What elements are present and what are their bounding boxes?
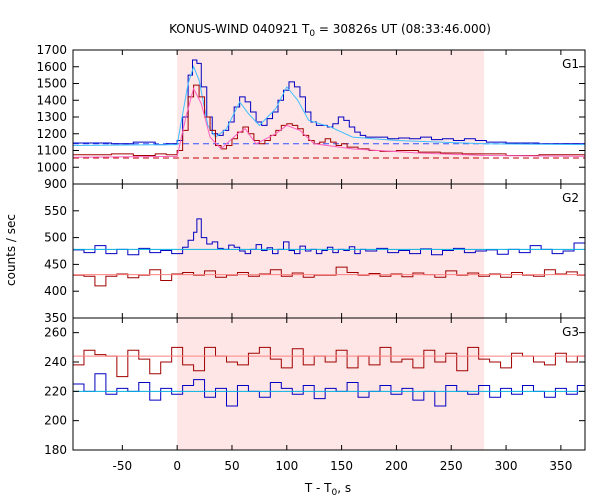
y-tick-label: 1200 — [36, 127, 67, 141]
series-line — [73, 218, 585, 256]
series-line — [73, 65, 585, 146]
y-tick-label: 1100 — [36, 144, 67, 158]
y-tick-label: 1500 — [36, 77, 67, 91]
y-tick-label: 220 — [44, 384, 67, 398]
x-tick-label: 0 — [173, 459, 181, 473]
y-tick-label: 1000 — [36, 160, 67, 174]
series-line — [73, 87, 585, 158]
highlight-interval — [177, 184, 485, 318]
chart-title: KONUS-WIND 040921 T0 = 30826s UT (08:33:… — [169, 22, 491, 39]
x-tick-label: 200 — [385, 459, 408, 473]
y-tick-label: 350 — [44, 311, 67, 325]
y-tick-label: 500 — [44, 231, 67, 245]
panel-label: G1 — [562, 57, 579, 71]
x-tick-label: 250 — [440, 459, 463, 473]
y-tick-label: 180 — [44, 443, 67, 457]
panel-g2: 350 400 450 500 550 G2 — [44, 183, 586, 325]
x-tick-label: 350 — [549, 459, 572, 473]
panel-label: G2 — [562, 191, 579, 205]
y-tick-label: 240 — [44, 355, 67, 369]
y-axis-label: counts / sec — [4, 214, 18, 286]
y-tick-label: 1400 — [36, 93, 67, 107]
plot-area — [73, 346, 585, 407]
y-tick-label: 900 — [44, 177, 67, 191]
x-axis-label: T - T0, s — [304, 481, 351, 498]
y-tick-label: 200 — [44, 414, 67, 428]
panel-g1: 900 1000 1100 1200 1300 1400 1500 1600 1700 G1 — [36, 43, 586, 191]
x-tick-label: 50 — [224, 459, 239, 473]
y-tick-label: 1600 — [36, 60, 67, 74]
x-tick-label: -50 — [113, 459, 133, 473]
panel-frame — [72, 317, 586, 451]
highlight-interval — [177, 50, 485, 184]
y-tick-label: 1300 — [36, 110, 67, 124]
y-tick-label: 260 — [44, 326, 67, 340]
series-line — [73, 59, 585, 146]
plot-area — [73, 59, 585, 159]
panels: 90010001100120013001400150016001700G1350… — [36, 43, 586, 473]
y-tick-label: 1700 — [36, 43, 67, 57]
series-line — [73, 346, 585, 378]
y-tick-label: 450 — [44, 257, 67, 271]
x-tick-label: 100 — [275, 459, 298, 473]
series-line — [73, 266, 585, 287]
x-tick-label: 150 — [330, 459, 353, 473]
y-tick-label: 550 — [44, 204, 67, 218]
y-tick-label: 400 — [44, 284, 67, 298]
panel-g3: 180 200 220 240 260 -50 0 50 100 150 200 250 300 350 G… — [44, 317, 586, 473]
highlight-interval — [177, 318, 485, 450]
plot-area — [73, 218, 585, 287]
x-tick-label: 300 — [495, 459, 518, 473]
panel-label: G3 — [562, 325, 579, 339]
series-line — [73, 373, 585, 407]
